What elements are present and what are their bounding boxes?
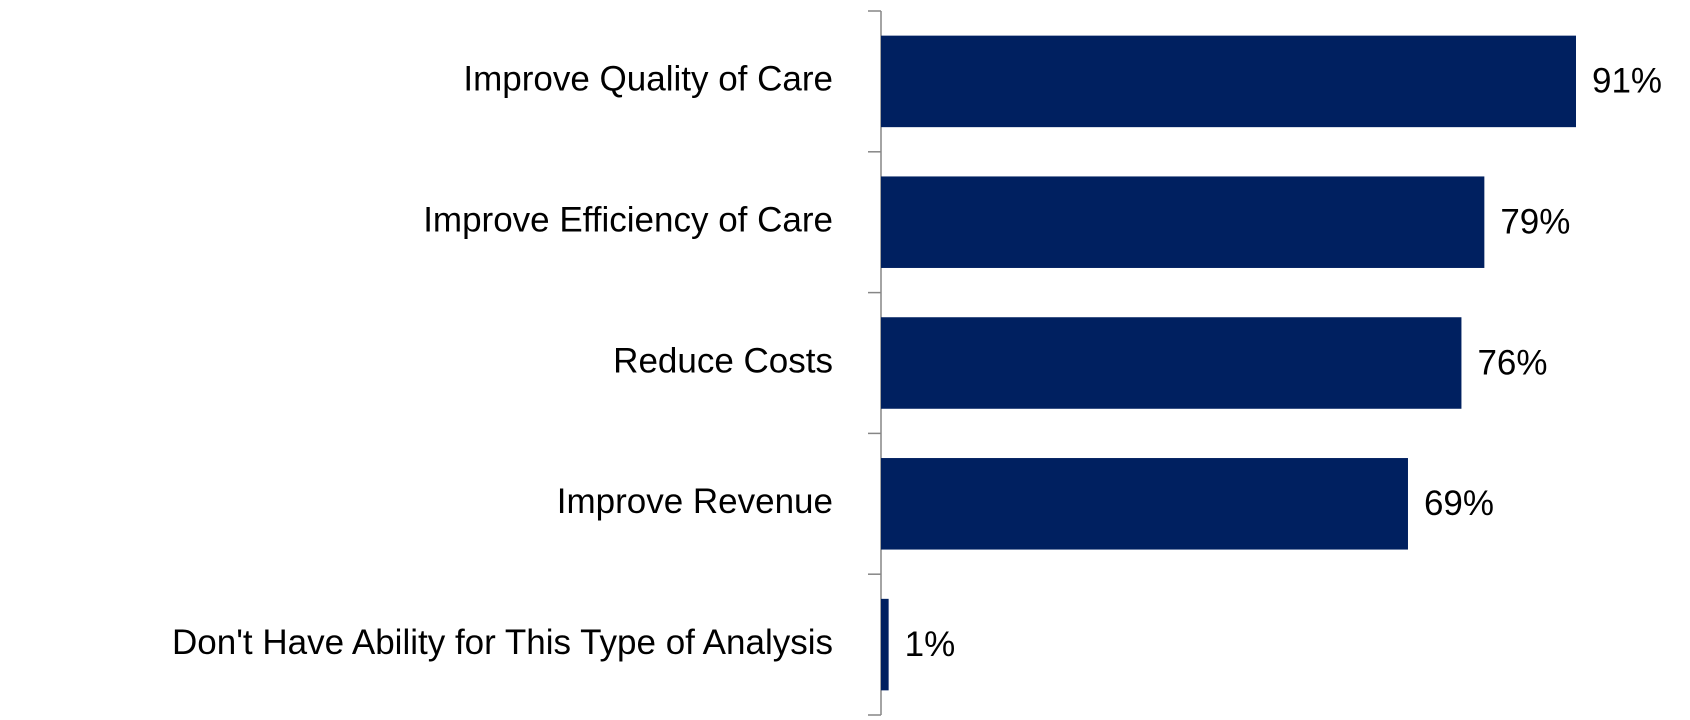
bar xyxy=(881,458,1408,550)
bar xyxy=(881,35,1576,128)
category-label: Reduce Costs xyxy=(613,341,833,380)
bar xyxy=(881,598,889,691)
value-label: 79% xyxy=(1500,202,1570,241)
value-label: 1% xyxy=(905,625,956,664)
value-label: 69% xyxy=(1424,484,1494,523)
category-label: Don't Have Ability for This Type of Anal… xyxy=(172,623,833,662)
category-label: Improve Revenue xyxy=(557,482,833,521)
value-label: 91% xyxy=(1592,62,1662,101)
category-label: Improve Efficiency of Care xyxy=(423,200,833,239)
bar xyxy=(881,317,1462,409)
category-label: Improve Quality of Care xyxy=(463,60,833,99)
bar xyxy=(881,176,1485,268)
value-label: 76% xyxy=(1477,343,1547,382)
